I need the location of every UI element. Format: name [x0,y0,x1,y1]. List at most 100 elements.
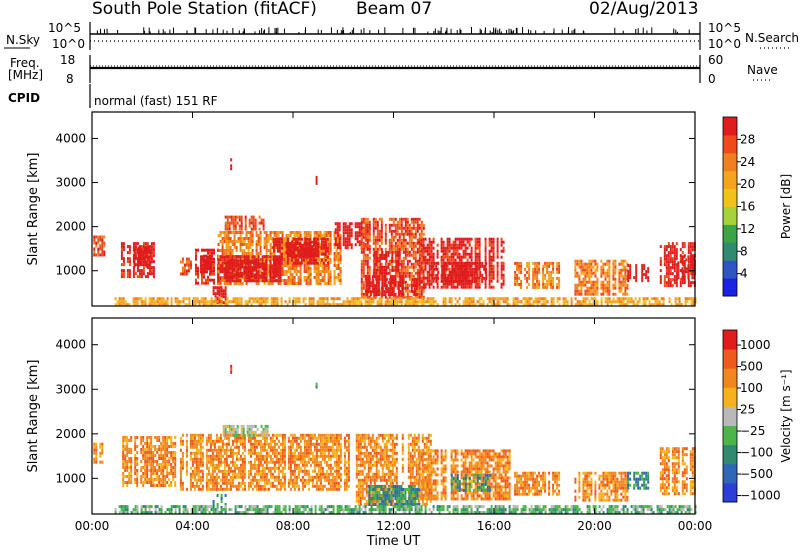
data-cell [362,244,365,248]
data-cell [223,237,226,240]
data-cell [280,237,283,241]
data-cell [518,276,521,280]
data-cell [126,251,129,255]
data-cell [424,249,427,253]
data-cell [277,267,280,271]
data-cell [420,249,423,253]
data-cell [408,223,411,227]
data-cell [221,264,224,268]
data-cell [550,282,553,286]
data-cell [283,252,286,255]
data-cell [241,274,244,278]
data-cell [257,273,260,277]
data-cell [484,285,487,289]
data-cell [673,245,676,249]
data-cell [299,234,302,237]
data-cell [164,463,167,466]
data-cell [236,300,239,304]
data-cell [643,273,646,277]
data-cell [377,284,380,288]
data-cell [237,237,240,240]
data-cell [526,303,529,307]
data-cell [392,247,395,251]
data-cell [546,267,549,271]
data-cell [162,460,165,463]
data-cell [322,300,325,304]
data-cell [606,292,609,296]
data-cell [447,276,450,280]
data-cell [247,252,250,255]
data-cell [255,270,258,274]
data-cell [381,293,384,297]
data-cell [291,237,294,240]
data-cell [520,300,523,304]
data-cell [342,228,345,232]
data-cell [329,261,332,264]
data-cell [158,439,161,442]
data-cell [445,261,448,265]
data-cell [483,264,486,268]
data-cell [431,264,434,268]
data-cell [248,300,251,304]
data-cell [273,252,276,255]
data-cell [152,300,155,304]
data-cell [138,297,141,301]
data-cell [667,263,670,267]
data-cell [544,276,547,280]
data-cell [665,284,668,288]
data-cell [418,217,421,221]
data-cell [276,255,279,259]
data-cell [466,237,469,241]
data-cell [673,254,676,258]
data-cell [281,231,284,234]
data-cell [473,279,476,283]
data-cell [342,225,345,229]
data-cell [152,269,155,273]
data-cell [295,242,298,246]
data-cell [458,252,461,256]
data-cell [642,300,645,304]
data-cell [260,218,263,222]
data-cell [544,285,547,289]
data-cell [428,237,431,241]
data-cell [323,255,326,258]
data-cell [317,273,320,276]
data-cell [536,261,539,265]
data-cell [202,258,204,262]
data-cell [293,264,296,267]
data-cell [542,297,545,301]
data-cell [540,297,543,301]
data-cell [627,279,630,283]
data-cell [524,303,527,307]
data-cell [380,283,383,287]
data-cell [281,249,284,252]
data-cell [679,284,682,288]
data-cell [473,270,476,274]
data-cell [139,246,142,250]
data-cell [681,278,684,282]
data-cell [472,297,475,301]
data-cell [426,300,429,304]
data-cell [584,300,587,304]
data-cell [264,300,267,304]
data-cell [602,265,605,269]
data-cell [534,264,537,268]
data-cell [346,231,349,235]
data-cell [231,267,234,271]
data-cell [146,266,149,270]
data-cell [146,478,149,481]
data-cell [205,281,207,285]
data-cell [288,297,291,301]
data-cell [643,267,646,271]
data-cell [454,246,457,250]
data-cell [281,264,284,267]
data-cell [383,281,386,285]
data-cell [238,303,241,307]
data-cell [629,276,632,280]
data-cell [574,259,577,263]
data-cell [530,297,533,301]
data-cell [224,303,227,307]
data-cell [588,289,591,293]
data-cell [468,276,471,280]
data-cell [454,237,457,241]
